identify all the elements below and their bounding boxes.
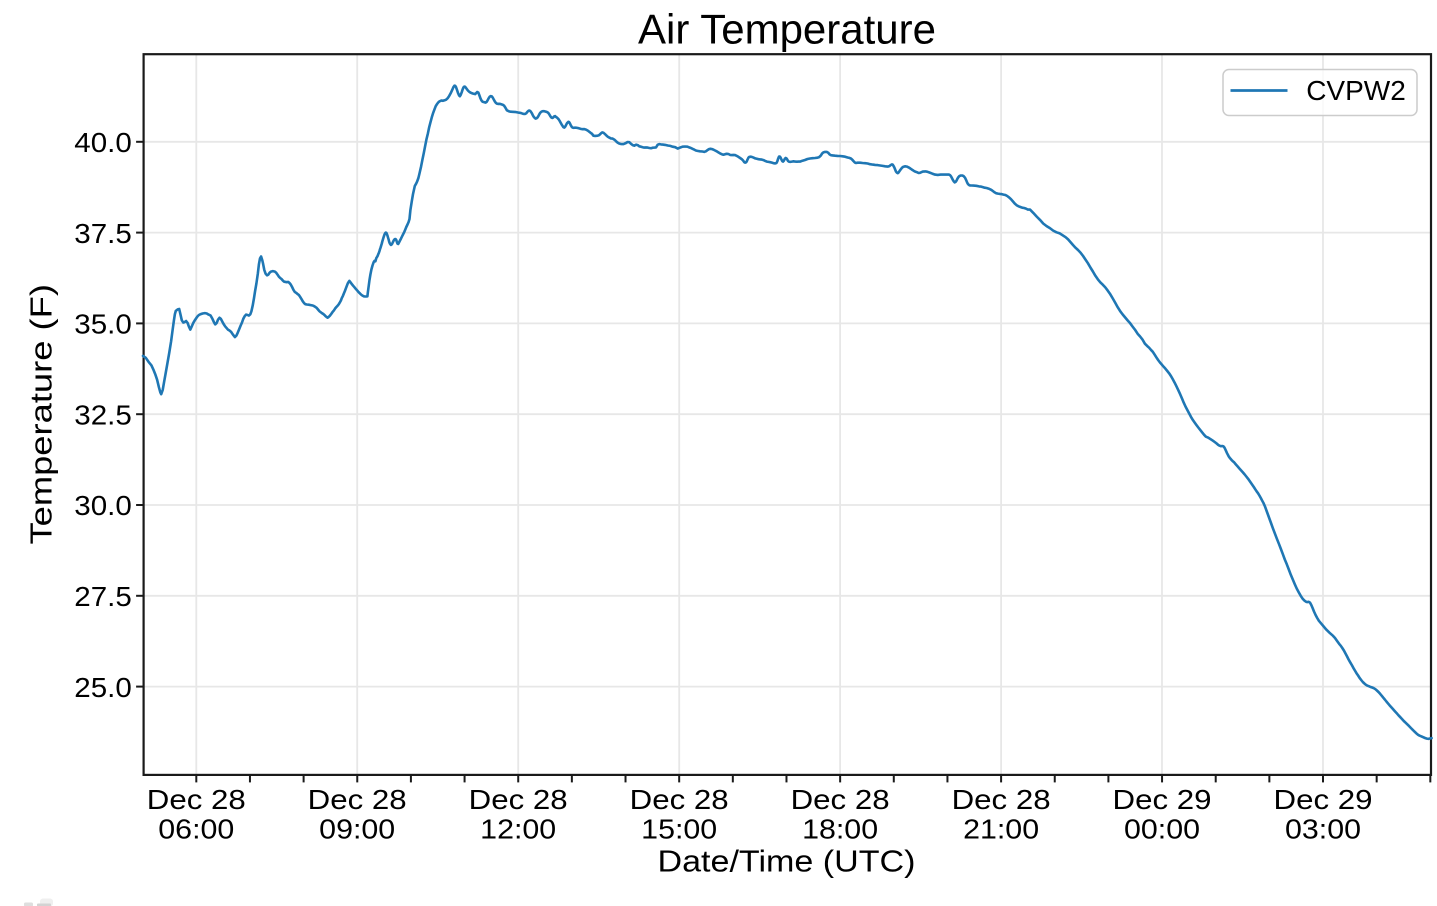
svg-text:18:00: 18:00 (802, 814, 878, 845)
svg-text:00:00: 00:00 (1124, 814, 1200, 845)
svg-text:Dec 28: Dec 28 (630, 784, 729, 815)
svg-text:Dec 29: Dec 29 (1274, 784, 1373, 815)
svg-text:Air Temperature: Air Temperature (638, 6, 936, 53)
svg-text:09:00: 09:00 (319, 814, 395, 845)
svg-text:30.0: 30.0 (74, 490, 132, 521)
svg-text:06:00: 06:00 (158, 814, 234, 845)
svg-text:15:00: 15:00 (641, 814, 717, 845)
svg-text:12:00: 12:00 (480, 814, 556, 845)
svg-text:Dec 28: Dec 28 (952, 784, 1051, 815)
svg-text:40.0: 40.0 (74, 127, 132, 158)
svg-text:03:00: 03:00 (1285, 814, 1361, 845)
svg-text:21:00: 21:00 (963, 814, 1039, 845)
svg-text:CVPW2: CVPW2 (1306, 75, 1406, 106)
svg-text:37.5: 37.5 (74, 218, 132, 249)
svg-text:25.0: 25.0 (74, 672, 132, 703)
svg-text:32.5: 32.5 (74, 399, 132, 430)
svg-text:35.0: 35.0 (74, 309, 132, 340)
svg-text:Dec 28: Dec 28 (308, 784, 407, 815)
svg-text:Dec 28: Dec 28 (791, 784, 890, 815)
svg-text:Date/Time (UTC): Date/Time (UTC) (658, 844, 916, 879)
svg-text:27.5: 27.5 (74, 581, 132, 612)
svg-text:Dec 28: Dec 28 (469, 784, 568, 815)
svg-text:Temperature (F): Temperature (F) (24, 284, 59, 545)
svg-text:Dec 28: Dec 28 (147, 784, 246, 815)
svg-text:Dec 29: Dec 29 (1113, 784, 1212, 815)
